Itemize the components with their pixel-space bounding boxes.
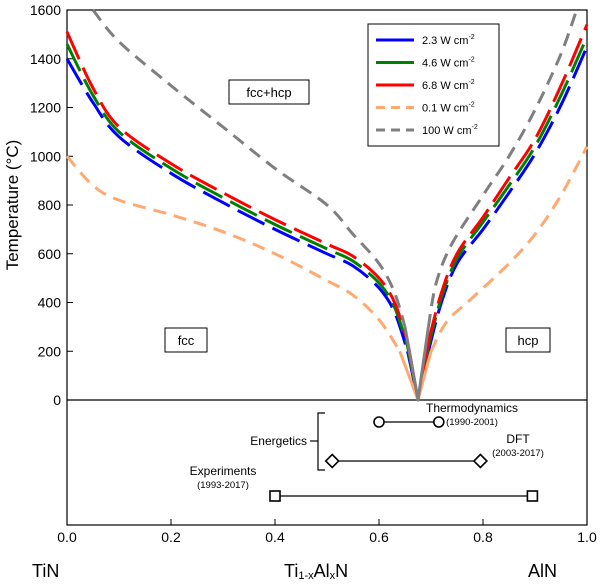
range-label: Experiments [190,464,257,478]
series-line-left [65,155,402,353]
legend-entry: 4.6 W cm-2 [376,57,475,70]
range-marker-square [526,490,539,502]
range-label: Thermodynamics [426,401,518,415]
x-tick-label: 1.0 [577,529,597,545]
endpoint-right-label: AlN [528,561,557,581]
range-dft: DFT (2003-2017) [324,432,544,469]
series-line-left [65,31,410,342]
series-line-right [426,36,589,347]
svg-text:fcc: fcc [178,333,195,348]
legend: 2.3 W cm-2 4.6 W cm-2 6.8 W cm-2 0.1 W cm-2… [367,23,500,147]
y-tick-label: 800 [38,197,62,213]
y-tick-label: 0 [53,392,61,408]
legend-label: 4.6 W cm-2 [422,57,475,70]
legend-label: 2.3 W cm-2 [422,34,475,47]
energetics-bracket: Energetics [250,412,325,471]
series-line-left [91,9,407,328]
region-label-hcp: hcp [505,327,551,353]
y-axis-ticks: 0 200 400 600 800 1000 1200 1400 1600 [30,2,73,408]
series-line-apex [403,326,430,402]
legend-entry: 0.1 W cm-2 [376,102,475,115]
series-line-right [426,24,589,342]
endpoint-left-label: TiN [32,561,59,581]
y-tick-label: 1200 [30,100,61,116]
range-thermodynamics: Thermodynamics (1990-2001) [373,401,518,428]
plot-frame [66,9,588,526]
y-tick-label: 200 [38,343,62,359]
y-tick-label: 400 [38,295,62,311]
x-tick-label: 0.4 [265,529,285,545]
y-tick-label: 1600 [30,2,61,18]
legend-label: 100 W cm-2 [422,124,478,137]
legend-entry: 2.3 W cm-2 [376,34,475,47]
x-tick-label: 0.0 [57,529,77,545]
range-period: (1990-2001) [446,417,498,428]
region-label-fcc: fcc [164,327,208,353]
region-label-fcc-hcp: fcc+hcp [228,79,310,105]
svg-text:hcp: hcp [518,333,539,348]
legend-entry: 100 W cm-2 [376,124,478,137]
y-tick-label: 1000 [30,148,61,164]
x-tick-label: 0.2 [161,529,181,545]
range-marker-circle [432,416,445,428]
series-line-left [65,43,410,347]
range-experiments: Experiments (1993-2017) [190,464,539,502]
series-line-right [426,45,589,352]
series-100-group [91,9,579,402]
x-tick-label: 0.8 [473,529,493,545]
series-line-left [65,58,410,352]
method-ranges: Thermodynamics (1990-2001) DFT (2003-2017) E… [190,401,544,502]
series-line-right [426,9,579,328]
range-marker-diamond [472,453,489,469]
series-layer [65,9,589,402]
y-tick-label: 600 [38,246,62,262]
y-axis-title: Temperature (°C) [3,140,22,271]
x-axis-title: Ti1-xAlxN [284,561,348,582]
svg-text:fcc+hcp: fcc+hcp [246,85,291,100]
x-axis-ticks: 0.0 0.2 0.4 0.6 0.8 1.0 [57,519,597,545]
legend-label: 0.1 W cm-2 [422,102,475,115]
svg-text:Energetics: Energetics [250,434,307,448]
range-label: DFT [506,432,530,446]
series-line-right [429,145,589,353]
legend-label: 6.8 W cm-2 [422,79,475,92]
range-marker-square [269,490,281,502]
range-period: (1993-2017) [197,480,249,491]
y-tick-label: 1400 [30,51,61,67]
range-period: (2003-2017) [492,448,544,459]
legend-entry: 6.8 W cm-2 [376,79,475,92]
range-marker-diamond [324,453,340,469]
range-marker-circle [373,416,385,428]
x-tick-label: 0.6 [369,529,389,545]
